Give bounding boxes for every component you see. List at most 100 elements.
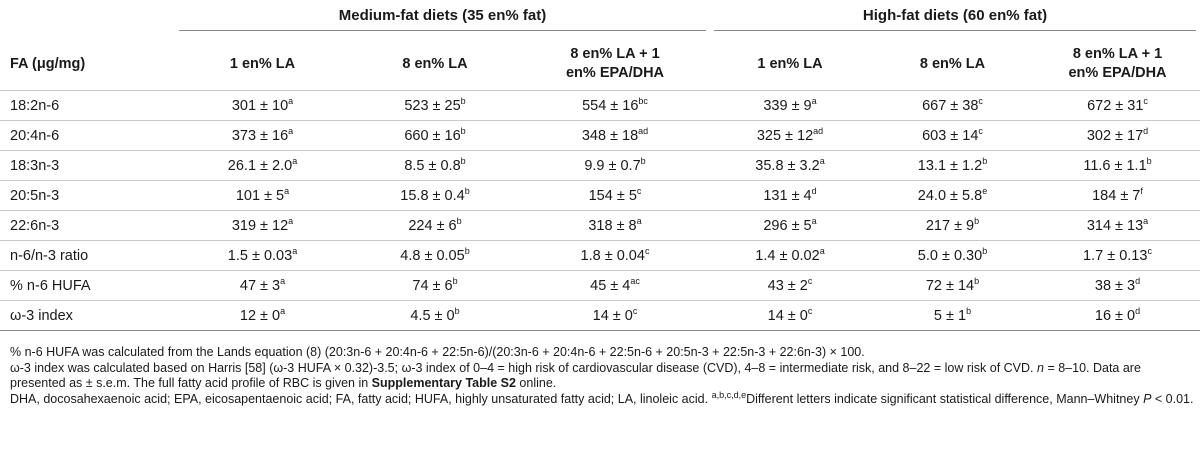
cell-value: 47 ± 3 xyxy=(239,277,281,294)
significance-letter: a xyxy=(636,215,642,226)
cell-value: 8.5 ± 0.8 xyxy=(404,157,461,174)
value-cell: 15.8 ± 0.4b xyxy=(350,180,520,211)
cell-value: 15.8 ± 0.4 xyxy=(400,187,465,204)
value-cell: 4.5 ± 0b xyxy=(350,300,520,331)
significance-letter: b xyxy=(982,245,988,256)
significance-letter: d xyxy=(1143,125,1149,136)
value-cell: 224 ± 6b xyxy=(350,210,520,241)
cell-value: 184 ± 7 xyxy=(1092,187,1141,204)
fa-name-cell: n-6/n-3 ratio xyxy=(0,240,175,271)
cell-value: 1.7 ± 0.13 xyxy=(1083,247,1148,264)
cell-value: 38 ± 3 xyxy=(1094,277,1136,294)
cell-value: 1.4 ± 0.02 xyxy=(755,247,820,264)
significance-letter: a xyxy=(1143,215,1149,226)
value-cell: 12 ± 0a xyxy=(175,300,350,331)
value-cell: 35.8 ± 3.2a xyxy=(710,150,870,181)
significance-letter: d xyxy=(811,185,817,196)
value-cell: 24.0 ± 5.8e xyxy=(870,180,1035,211)
significance-letter: b xyxy=(974,275,980,286)
significance-letter: b xyxy=(640,155,646,166)
significance-letter: b xyxy=(974,215,980,226)
cell-value: 523 ± 25 xyxy=(404,97,461,114)
table-footnotes: % n-6 HUFA was calculated from the Lands… xyxy=(10,345,1195,407)
cell-value: 45 ± 4 xyxy=(590,277,631,294)
value-cell: 1.8 ± 0.04c xyxy=(520,240,710,271)
cell-value: 74 ± 6 xyxy=(412,277,453,294)
value-cell: 660 ± 16b xyxy=(350,120,520,151)
cell-value: 5.0 ± 0.30 xyxy=(917,247,983,264)
footnote-omega3-index: ω-3 index was calculated based on Harris… xyxy=(10,360,1141,391)
significance-letter: a xyxy=(288,125,294,136)
significance-letter: c xyxy=(636,185,642,196)
significance-letter: e xyxy=(982,185,988,196)
fa-name-cell: 18:3n-3 xyxy=(0,150,175,181)
significance-letter: f xyxy=(1140,185,1143,196)
cell-value: 1.8 ± 0.04 xyxy=(580,247,645,264)
high-la8-header: 8 en% LA xyxy=(919,55,986,72)
cell-value: 296 ± 5 xyxy=(763,217,812,234)
cell-value: 302 ± 17 xyxy=(1086,127,1144,144)
value-cell: 667 ± 38c xyxy=(870,90,1035,121)
table-body: 18:2n-6 301 ± 10a 523 ± 25b 554 ± 16bc 339 ±… xyxy=(0,90,1200,331)
cell-value: 4.5 ± 0 xyxy=(410,307,455,324)
cell-value: 9.9 ± 0.7 xyxy=(584,157,641,174)
significance-letter: a xyxy=(292,155,298,166)
value-cell: 38 ± 3d xyxy=(1035,270,1200,301)
value-cell: 74 ± 6b xyxy=(350,270,520,301)
value-cell: 603 ± 14c xyxy=(870,120,1035,151)
cell-value: 101 ± 5 xyxy=(235,187,285,204)
significance-letter: c xyxy=(1147,245,1152,256)
fa-name-cell: 18:2n-6 xyxy=(0,90,175,121)
cell-value: 12 ± 0 xyxy=(239,307,281,324)
value-cell: 184 ± 7f xyxy=(1035,180,1200,211)
significance-letter: c xyxy=(807,305,813,316)
value-cell: 302 ± 17d xyxy=(1035,120,1200,151)
significance-letter: bc xyxy=(638,95,648,106)
value-cell: 131 ± 4d xyxy=(710,180,870,211)
fa-name-cell: ω-3 index xyxy=(0,300,175,331)
significance-letter: a xyxy=(811,215,817,226)
table-row: 20:4n-6 373 ± 16a 660 ± 16b 348 ± 18ad 325 ±… xyxy=(0,120,1200,151)
significance-letter: b xyxy=(464,185,470,196)
value-cell: 301 ± 10a xyxy=(175,90,350,121)
cell-value: 1.5 ± 0.03 xyxy=(227,247,293,264)
value-cell: 4.8 ± 0.05b xyxy=(350,240,520,271)
fa-name-cell: 22:6n-3 xyxy=(0,210,175,241)
cell-value: 319 ± 12 xyxy=(231,217,289,234)
significance-letter: b xyxy=(966,305,972,316)
significance-letter: ad xyxy=(813,125,824,136)
value-cell: 26.1 ± 2.0a xyxy=(175,150,350,181)
value-cell: 47 ± 3a xyxy=(175,270,350,301)
cell-value: 26.1 ± 2.0 xyxy=(227,157,293,174)
cell-value: 603 ± 14 xyxy=(922,127,979,144)
significance-letter: ad xyxy=(638,125,649,136)
cell-value: 301 ± 10 xyxy=(231,97,289,114)
medium-fat-group-header: Medium-fat diets (35 en% fat) xyxy=(175,0,710,38)
cell-value: 14 ± 0 xyxy=(767,307,808,324)
significance-letter: c xyxy=(644,245,650,256)
fatty-acid-table: Medium-fat diets (35 en% fat) High-fat d… xyxy=(0,0,1200,331)
cell-value: 554 ± 16 xyxy=(582,97,639,114)
footnote-hufa: % n-6 HUFA was calculated from the Lands… xyxy=(10,345,865,359)
significance-letter: ac xyxy=(630,275,640,286)
significance-letter: b xyxy=(460,125,466,136)
significance-letter: b xyxy=(452,275,458,286)
significance-letter: a xyxy=(819,155,825,166)
cell-value: 660 ± 16 xyxy=(404,127,461,144)
medium-la8-header: 8 en% LA xyxy=(402,55,468,72)
significance-letter: c xyxy=(1143,95,1148,106)
table-row: 22:6n-3 319 ± 12a 224 ± 6b 318 ± 8a 296 ± 5a… xyxy=(0,210,1200,241)
table-row: 18:2n-6 301 ± 10a 523 ± 25b 554 ± 16bc 339 ±… xyxy=(0,90,1200,121)
table-row: 18:3n-3 26.1 ± 2.0a 8.5 ± 0.8b 9.9 ± 0.7b 35… xyxy=(0,150,1200,181)
medium-la1-header: 1 en% LA xyxy=(229,55,296,72)
value-cell: 11.6 ± 1.1b xyxy=(1035,150,1200,181)
value-cell: 16 ± 0d xyxy=(1035,300,1200,331)
value-cell: 9.9 ± 0.7b xyxy=(520,150,710,181)
cell-value: 217 ± 9 xyxy=(925,217,975,234)
cell-value: 154 ± 5 xyxy=(588,187,637,204)
significance-letter: a xyxy=(284,185,290,196)
cell-value: 131 ± 4 xyxy=(763,187,812,204)
cell-value: 348 ± 18 xyxy=(581,127,639,144)
value-cell: 554 ± 16bc xyxy=(520,90,710,121)
footnote-abbreviations: DHA, docosahexaenoic acid; EPA, eicosape… xyxy=(10,389,1194,406)
